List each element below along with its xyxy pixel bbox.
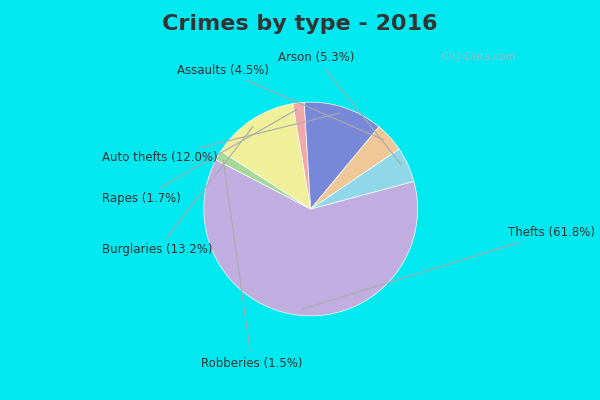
Text: Burglaries (13.2%): Burglaries (13.2%) — [102, 126, 253, 256]
Wedge shape — [304, 102, 379, 209]
Text: Assaults (4.5%): Assaults (4.5%) — [177, 64, 383, 140]
Text: Thefts (61.8%): Thefts (61.8%) — [302, 226, 595, 309]
Wedge shape — [204, 160, 418, 316]
Text: Robberies (1.5%): Robberies (1.5%) — [201, 161, 302, 370]
Wedge shape — [311, 149, 414, 209]
Text: Crimes by type - 2016: Crimes by type - 2016 — [162, 14, 438, 34]
Wedge shape — [311, 127, 399, 209]
Text: City-Data.com: City-Data.com — [435, 52, 515, 62]
Text: Auto thefts (12.0%): Auto thefts (12.0%) — [102, 113, 340, 164]
Wedge shape — [293, 102, 311, 209]
Text: Arson (5.3%): Arson (5.3%) — [278, 51, 401, 165]
Text: Rapes (1.7%): Rapes (1.7%) — [102, 110, 297, 205]
Wedge shape — [221, 104, 311, 209]
Wedge shape — [216, 151, 311, 209]
